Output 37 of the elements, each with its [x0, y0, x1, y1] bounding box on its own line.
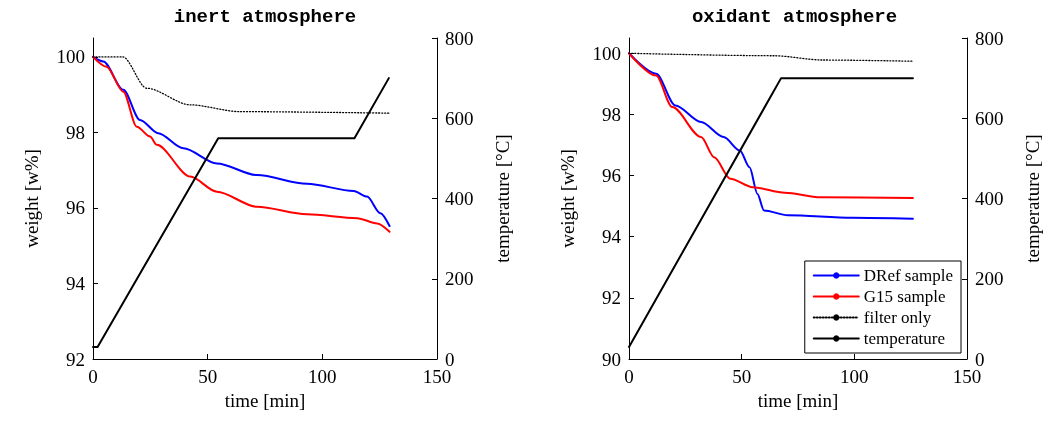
y-tick-label: 92 — [66, 348, 85, 370]
y-tick-label: 94 — [602, 226, 622, 248]
legend-label: filter only — [863, 308, 932, 327]
legend-label: temperature — [863, 329, 945, 348]
y-tick-label: 96 — [602, 165, 621, 187]
y-tick-label: 100 — [592, 42, 621, 64]
y-tick-label: 98 — [66, 121, 85, 143]
y-axis-title: weight [w%] — [557, 149, 578, 248]
x-tick-label: 0 — [88, 366, 98, 387]
x-tick-label: 50 — [198, 366, 218, 387]
y-tick-label: 92 — [602, 287, 621, 309]
y-axis-title: weight [w%] — [21, 149, 42, 248]
x-axis-title: time [min] — [757, 389, 839, 411]
y-tick-label: 94 — [66, 272, 86, 294]
y2-axis-title: temperature [°C] — [1022, 134, 1043, 263]
x-tick-label: 100 — [308, 366, 337, 387]
y2-tick-label: 400 — [445, 188, 474, 209]
x-tick-label: 0 — [624, 366, 634, 387]
legend-label: DRef sample — [863, 266, 954, 285]
y-tick-label: 96 — [66, 197, 85, 219]
x-tick-label: 100 — [840, 366, 869, 387]
y-tick-label: 90 — [602, 348, 621, 370]
x-tick-label: 50 — [732, 366, 752, 387]
x-axis-title: time [min] — [224, 389, 306, 411]
chart-title: oxidant atmosphere — [691, 5, 898, 28]
y-tick-label: 100 — [56, 46, 85, 68]
y2-tick-label: 600 — [975, 107, 1004, 129]
y2-axis-title: temperature [°C] — [492, 134, 513, 263]
y-tick-label: 98 — [602, 103, 621, 125]
y2-tick-label: 400 — [975, 188, 1004, 209]
y2-tick-label: 200 — [445, 268, 474, 290]
legend-label: G15 sample — [863, 287, 946, 306]
y2-tick-label: 200 — [975, 268, 1004, 290]
chart-title: inert atmosphere — [173, 5, 357, 28]
y2-tick-label: 800 — [445, 27, 474, 49]
y2-tick-label: 600 — [445, 107, 474, 129]
y2-tick-label: 800 — [975, 27, 1004, 49]
